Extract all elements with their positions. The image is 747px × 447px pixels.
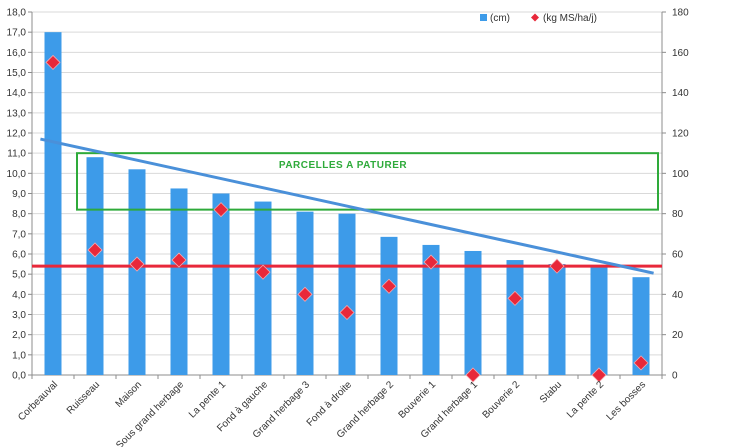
left-tick-label: 16,0 [7, 48, 27, 59]
bar-corbeauval [44, 32, 62, 376]
marker-les-bosses [633, 355, 649, 371]
left-tick-label: 6,0 [12, 250, 26, 261]
right-tick-label: 60 [672, 250, 684, 261]
legend-bar-swatch [480, 14, 487, 21]
marker-stabu [549, 258, 565, 274]
left-tick-label: 8,0 [12, 209, 26, 220]
left-tick-label: 12,0 [7, 129, 27, 140]
marker-grand-herbage-3 [297, 286, 313, 302]
right-tick-label: 80 [672, 209, 684, 220]
right-axis-ticks: 0 20 40 60 80 100 120 140 160 180 [672, 8, 689, 382]
marker-ruisseau [87, 242, 103, 258]
marker-grand-herbage-1 [465, 367, 481, 383]
right-tick-label: 180 [672, 8, 689, 19]
legend: (cm) (kg MS/ha/j) [480, 13, 597, 24]
left-tick-label: 9,0 [12, 189, 26, 200]
bar-fond-a-droite [338, 213, 356, 375]
right-tick-label: 160 [672, 48, 689, 59]
bar-sous-grand-herbage [170, 188, 188, 375]
left-tick-label: 0,0 [12, 371, 26, 382]
bar-bouverie-1 [422, 244, 440, 375]
bar-series [44, 32, 650, 376]
right-tick-label: 0 [672, 371, 678, 382]
category-label-bouverie-1: Bouverie 1 [397, 379, 439, 421]
marker-grand-herbage-2 [381, 278, 397, 294]
left-tick-label: 17,0 [7, 28, 27, 39]
marker-series [45, 54, 649, 383]
left-tick-label: 13,0 [7, 108, 27, 119]
left-tick-label: 14,0 [7, 88, 27, 99]
right-tick-label: 120 [672, 129, 689, 140]
left-tick-label: 10,0 [7, 169, 27, 180]
bar-la-pente-1 [212, 193, 230, 375]
annotation-label: PARCELLES A PATURER [279, 160, 407, 171]
trend-line [40, 137, 654, 275]
legend-label-cm: (cm) [490, 13, 510, 24]
bar-bouverie-2 [506, 260, 524, 375]
category-label-la-pente-2: La pente 2 [565, 379, 607, 421]
marker-la-pente-2 [591, 367, 607, 383]
annotation-group: PARCELLES A PATURER [76, 152, 659, 211]
right-tick-label: 140 [672, 88, 689, 99]
left-tick-label: 1,0 [12, 350, 26, 361]
legend-label-kg: (kg MS/ha/j) [543, 13, 597, 24]
legend-diamond-swatch [531, 13, 539, 22]
category-label-stabu: Stabu [538, 379, 564, 405]
left-tick-label: 11,0 [7, 149, 26, 160]
category-label-maison: Maison [114, 379, 145, 410]
marker-bouverie-2 [507, 290, 523, 306]
bar-grand-herbage-1 [464, 250, 482, 375]
category-label-ruisseau: Ruisseau [65, 379, 102, 416]
left-tick-label: 4,0 [12, 290, 26, 301]
right-tick-label: 40 [672, 290, 684, 301]
marker-fond-a-droite [339, 304, 355, 321]
left-tick-label: 18,0 [7, 8, 27, 19]
marker-maison [129, 256, 145, 272]
marker-corbeauval [45, 54, 61, 70]
left-axis-ticks: 0,0 1,0 2,0 3,0 4,0 5,0 6,0 7,0 8,0 9,0 10,0 11,0 12… [7, 8, 27, 382]
bar-grand-herbage-2 [380, 236, 398, 375]
bar-maison [128, 169, 146, 375]
marker-la-pente-1 [213, 202, 229, 218]
bar-fond-a-gauche [254, 201, 272, 375]
left-tick-label: 7,0 [12, 229, 26, 240]
category-label-bouverie-2: Bouverie 2 [481, 379, 523, 421]
right-tick-label: 100 [672, 169, 689, 180]
marker-sous-grand-herbage [171, 252, 187, 268]
category-label-les-bosses: Les bosses [605, 379, 649, 423]
left-tick-label: 3,0 [12, 310, 26, 321]
bar-stabu [548, 264, 566, 375]
left-tick-label: 2,0 [12, 330, 26, 341]
bar-les-bosses [632, 277, 650, 375]
bar-la-pente-2 [590, 267, 608, 375]
category-label-la-pente-1: La pente 1 [187, 379, 229, 421]
left-tick-label: 5,0 [12, 270, 26, 281]
right-tick-label: 20 [672, 330, 684, 341]
left-tick-label: 15,0 [7, 68, 27, 79]
marker-fond-a-gauche [255, 264, 271, 280]
marker-bouverie-1 [423, 254, 439, 270]
category-label-corbeauval: Corbeauval [16, 379, 60, 423]
